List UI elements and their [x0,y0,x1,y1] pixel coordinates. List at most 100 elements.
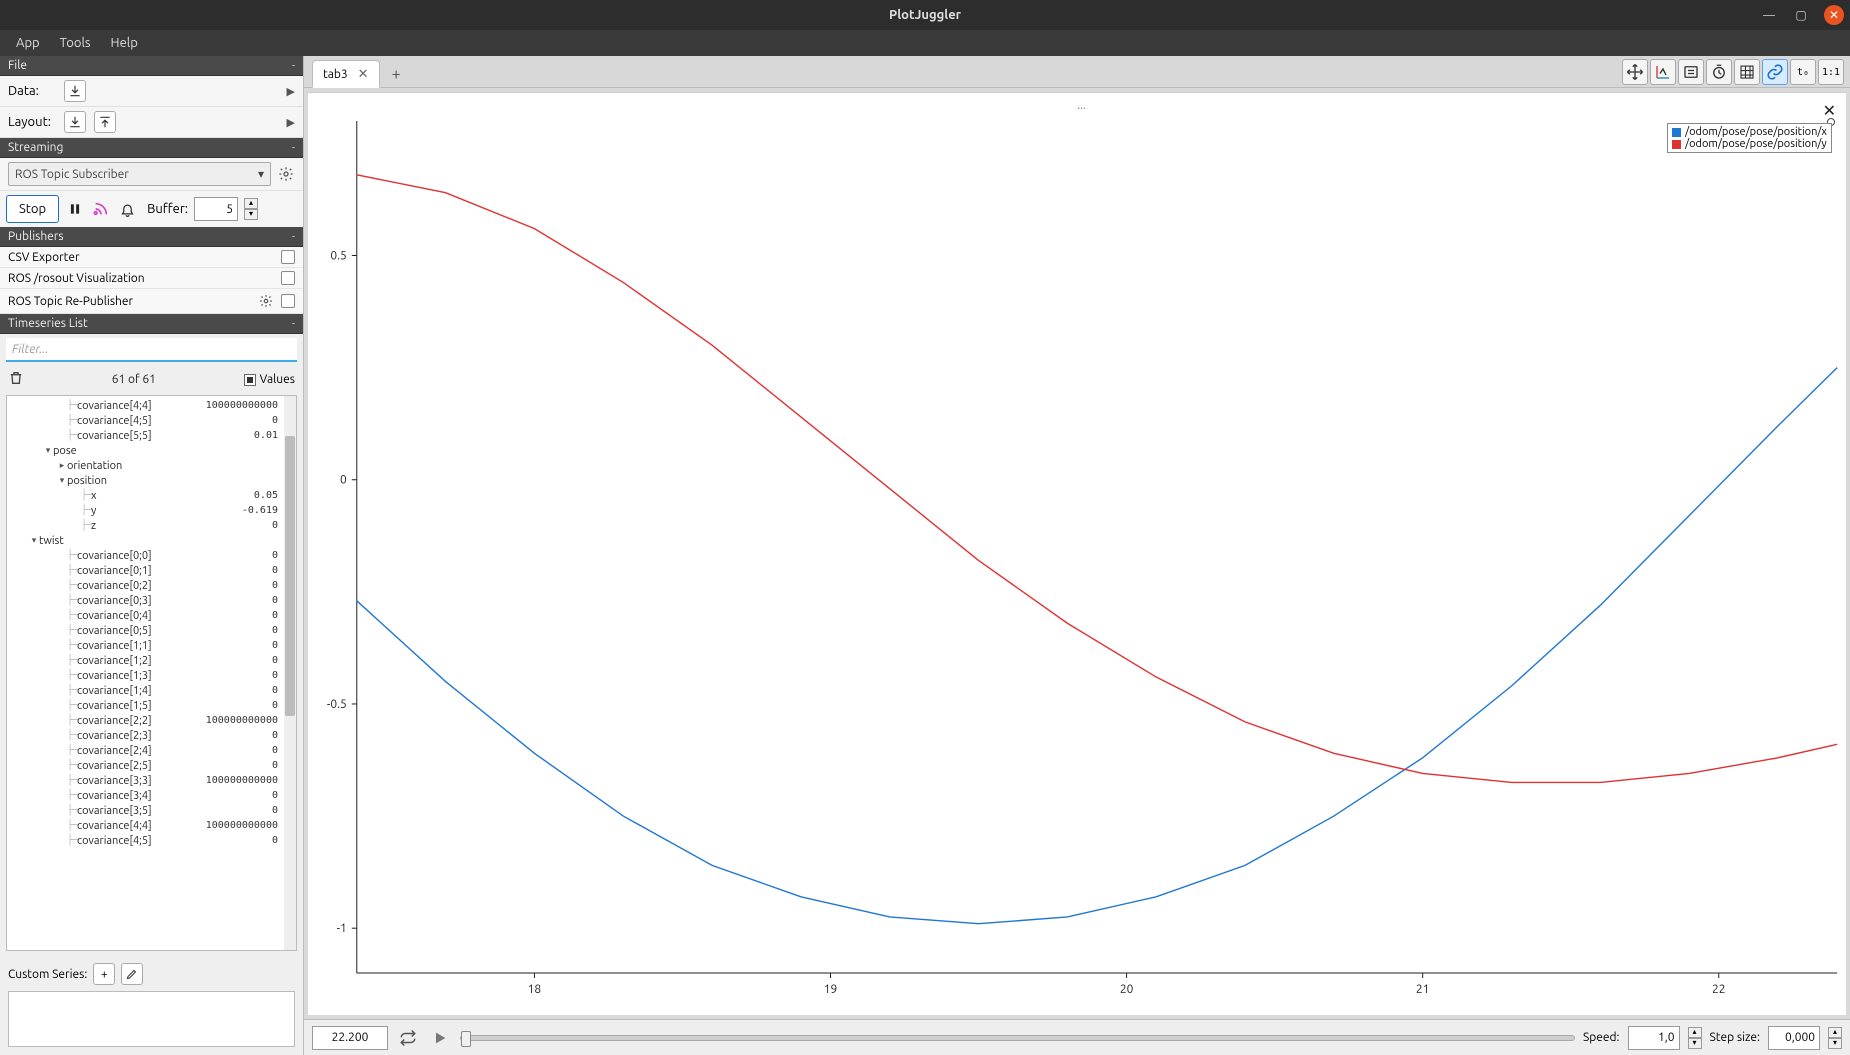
tree-row[interactable]: ├─ covariance[0;5]0 [7,623,296,638]
tree-row[interactable]: ├─ covariance[4;5]0 [7,833,296,848]
tree-row[interactable]: ├─ covariance[4;4]100000000000 [7,818,296,833]
tree-row[interactable]: ├─ covariance[0;0]0 [7,548,296,563]
tree-row[interactable]: ├─ covariance[0;2]0 [7,578,296,593]
tree-row[interactable]: ├─ covariance[3;5]0 [7,803,296,818]
time-slider[interactable] [460,1035,1575,1041]
tree-toggle-icon[interactable]: ▸ [57,460,67,471]
tree-row[interactable]: ├─ covariance[2;5]0 [7,758,296,773]
tab-add-icon[interactable]: + [392,65,401,83]
tree-row[interactable]: ├─ covariance[4;5]0 [7,413,296,428]
tree-row[interactable]: ├─ covariance[4;4]100000000000 [7,398,296,413]
minimize-icon[interactable]: ― [1760,6,1778,24]
gear-icon[interactable] [257,292,275,310]
tree-row[interactable]: ▸orientation [7,458,296,473]
stop-button[interactable]: Stop [6,195,59,223]
tree-row[interactable]: ├─ covariance[1;1]0 [7,638,296,653]
publisher-checkbox[interactable] [281,250,295,264]
tab-close-icon[interactable]: ✕ [358,67,369,82]
buffer-spinner[interactable]: ▴▾ [244,198,258,220]
edit-custom-button[interactable] [121,963,143,985]
timeseries-tree[interactable]: ├─ covariance[4;4]100000000000├─ covaria… [6,395,297,951]
menu-app[interactable]: App [6,36,50,50]
clock-icon[interactable] [1706,59,1732,85]
timeseries-section-label: Timeseries List [8,317,88,330]
tree-row[interactable]: ├─ z0 [7,518,296,533]
play-icon[interactable] [428,1026,452,1050]
slider-knob[interactable] [461,1031,471,1047]
move-icon[interactable] [1622,59,1648,85]
filter-input[interactable] [6,338,297,362]
publishers-section-header[interactable]: Publishers - [0,227,303,247]
scrollbar-thumb[interactable] [285,436,295,716]
speed-spinner[interactable]: ▴▾ [1688,1027,1702,1049]
maximize-icon[interactable]: ▢ [1792,6,1810,24]
tree-item-name: covariance[1;4] [77,685,152,697]
link-icon[interactable] [1762,59,1788,85]
chevron-right-icon[interactable]: ▶ [287,85,295,98]
plot-area[interactable]: ... ✕ /odom/pose/pose/position/x/odom/po… [308,92,1846,1015]
menu-help[interactable]: Help [101,36,148,50]
tree-row[interactable]: ├─ covariance[1;2]0 [7,653,296,668]
layout-load-icon[interactable] [64,111,86,133]
streaming-source-combo[interactable]: ROS Topic Subscriber ▾ [8,162,271,186]
add-custom-button[interactable]: + [93,963,115,985]
tree-row[interactable]: ├─ covariance[3;3]100000000000 [7,773,296,788]
speed-input[interactable] [1628,1026,1680,1050]
tree-row[interactable]: ▾position [7,473,296,488]
layout-save-icon[interactable] [94,111,116,133]
tree-row[interactable]: ├─ covariance[2;4]0 [7,743,296,758]
step-spinner[interactable]: ▴▾ [1828,1027,1842,1049]
tree-item-name: covariance[2;4] [77,745,152,757]
tree-row[interactable]: ├─ x0.05 [7,488,296,503]
trash-icon[interactable] [8,370,24,389]
chevron-right-icon[interactable]: ▶ [287,116,295,129]
ratio-icon[interactable]: 1:1 [1818,59,1844,85]
tree-row[interactable]: ├─ covariance[2;2]100000000000 [7,713,296,728]
t0-icon[interactable]: t₀ [1790,59,1816,85]
pause-icon[interactable] [65,199,85,219]
scrollbar[interactable] [284,396,296,950]
tree-row[interactable]: ├─ covariance[1;5]0 [7,698,296,713]
tree-toggle-icon[interactable]: ▾ [43,445,53,456]
zoom-axis-icon[interactable] [1650,59,1676,85]
data-load-icon[interactable] [64,80,86,102]
time-input[interactable] [312,1026,388,1050]
tree-item-value: 0 [272,700,278,711]
buffer-input[interactable] [194,197,238,221]
tree-item-name: covariance[4;4] [77,400,152,412]
tree-row[interactable]: ├─ covariance[3;4]0 [7,788,296,803]
file-section-label: File [8,59,27,72]
close-window-icon[interactable]: ✕ [1824,5,1844,25]
clear-icon[interactable] [91,199,111,219]
custom-series-list[interactable] [8,991,295,1047]
tree-toggle-icon[interactable]: ▾ [29,535,39,546]
publisher-checkbox[interactable] [281,294,295,308]
bell-icon[interactable] [117,199,137,219]
tree-row[interactable]: ├─ covariance[5;5]0.01 [7,428,296,443]
tree-item-value: 0 [272,610,278,621]
tree-row[interactable]: ├─ covariance[1;3]0 [7,668,296,683]
tree-row[interactable]: ├─ covariance[2;3]0 [7,728,296,743]
tree-row[interactable]: ├─ y-0.619 [7,503,296,518]
tree-row[interactable]: ├─ covariance[0;1]0 [7,563,296,578]
tree-row[interactable]: ├─ covariance[1;4]0 [7,683,296,698]
grid-icon[interactable] [1734,59,1760,85]
tab-active[interactable]: tab3 ✕ [312,60,380,88]
tree-row[interactable]: ├─ covariance[0;4]0 [7,608,296,623]
streaming-section-header[interactable]: Streaming - [0,138,303,158]
timeseries-section-header[interactable]: Timeseries List - [0,314,303,334]
tree-row[interactable]: ▾twist [7,533,296,548]
legend-icon[interactable] [1678,59,1704,85]
file-section-header[interactable]: File - [0,56,303,76]
tab-bar: tab3 ✕ + t₀1:1 [304,56,1850,88]
tree-item-value: 100000000000 [206,400,278,411]
publisher-checkbox[interactable] [281,271,295,285]
menu-tools[interactable]: Tools [50,36,101,50]
loop-icon[interactable] [396,1026,420,1050]
tree-toggle-icon[interactable]: ▾ [57,475,67,486]
step-input[interactable] [1768,1026,1820,1050]
gear-icon[interactable] [277,165,295,183]
tree-row[interactable]: ▾pose [7,443,296,458]
tree-row[interactable]: ├─ covariance[0;3]0 [7,593,296,608]
values-toggle[interactable]: Values [244,373,295,386]
